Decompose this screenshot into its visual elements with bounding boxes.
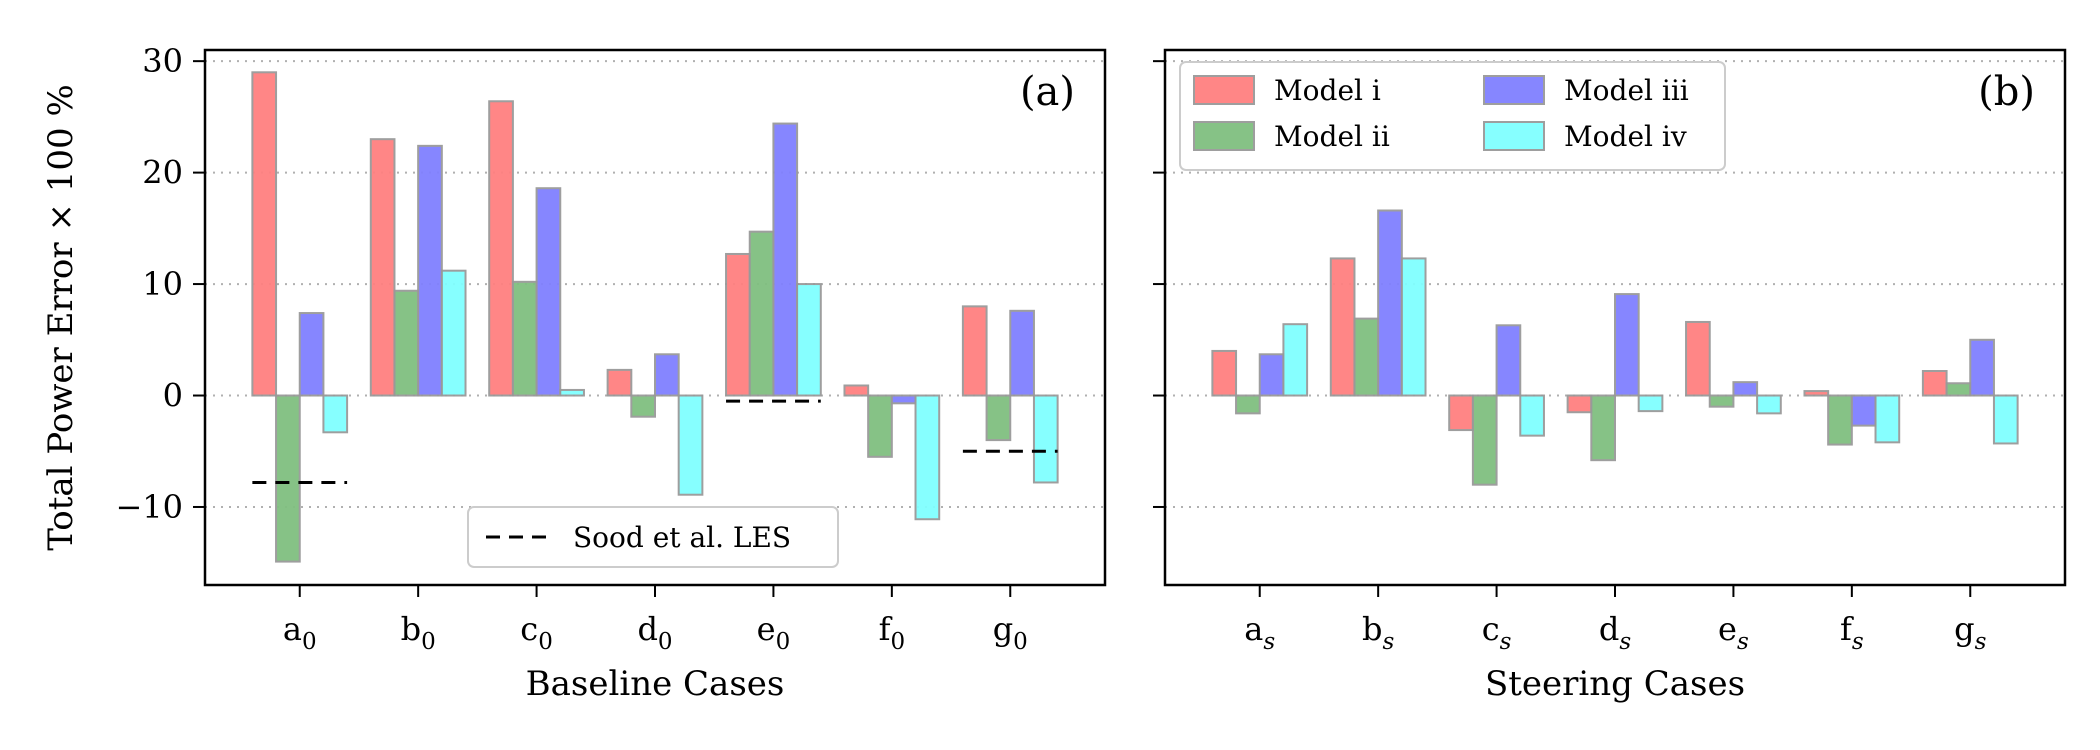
bar-model-iv [1992,394,2019,445]
bar-model-i [961,305,988,397]
x-axis-title: Steering Cases [1485,664,1745,704]
legend-frame [467,506,839,568]
les-legend: Sood et al. LES [467,506,839,568]
x-tick-label: f0 [879,610,905,655]
y-tick-label: 10 [142,265,183,303]
bar-model-iv [559,388,585,397]
legend-label: Model iii [1564,74,1689,107]
bar-model-ii [1471,394,1498,486]
bar-model-i [251,71,278,397]
legend-swatch [1483,121,1545,151]
bar-model-iv [1282,323,1309,397]
bar-model-i [606,368,633,397]
bar-model-iv [1756,394,1782,415]
x-axis-title: Baseline Cases [526,664,785,704]
bar-model-i [1448,394,1474,432]
bar-model-ii [985,394,1012,442]
x-tick-label: a0 [283,610,317,655]
bar-model-i [1329,257,1356,397]
bar-model-iii [535,187,562,397]
bar-model-iii [1495,324,1522,397]
bar-model-iii [890,394,917,405]
bar-model-iv [796,283,822,397]
x-tick-label: as [1244,610,1275,655]
legend-label: Model i [1274,74,1381,107]
bar-model-iii [1258,353,1285,397]
bar-model-iii [772,122,799,397]
legend-label: Sood et al. LES [573,521,791,554]
y-tick-label: 20 [142,154,183,192]
bar-model-iii [298,312,325,397]
bar-model-ii [748,230,775,397]
bar-model-iii [1614,293,1640,397]
bar-model-iv [677,394,704,496]
bar-model-iii [1009,309,1035,397]
bar-model-iv [1519,394,1545,437]
bar-model-ii [511,280,538,397]
x-tick-label: e0 [757,610,791,655]
legend-label: Model ii [1274,120,1390,153]
bar-model-ii [1827,394,1853,446]
legend-swatch [1483,75,1545,105]
x-tick-label: es [1718,610,1749,655]
legend-swatch [1193,121,1255,151]
y-tick-label: 0 [163,377,183,415]
x-tick-label: bs [1362,610,1394,655]
legend-swatch [1193,75,1255,105]
y-axis-title: Total Power Error × 100 % [41,84,81,551]
bar-model-iv [914,394,941,521]
bar-model-iv [440,269,467,397]
panel-letter: (a) [1020,69,1075,115]
bar-model-iv [1032,394,1059,484]
bar-model-ii [867,394,893,458]
bar-model-iv [1637,394,1664,413]
bar-model-iv [322,394,349,434]
x-tick-label: ds [1599,610,1631,655]
bar-model-i [488,100,514,397]
bar-model-ii [1945,382,1972,397]
legend-label: Model iv [1564,120,1687,153]
bar-model-iii [1969,338,1995,397]
bar-model-ii [275,394,301,563]
bar-model-i [843,384,870,397]
x-tick-label: b0 [401,610,436,655]
bar-model-ii [630,394,657,418]
x-tick-label: gs [1954,610,1986,655]
bar-model-i [369,138,396,397]
bar-model-i [1211,349,1238,397]
bar-model-iii [417,144,443,397]
bar-model-ii [1708,394,1735,408]
x-tick-label: fs [1840,610,1864,655]
x-tick-label: g0 [993,610,1028,655]
y-tick-label: −10 [115,488,183,526]
y-tick-label: 30 [142,42,183,80]
bar-model-i [1921,370,1948,397]
bar-model-i [725,252,751,397]
bar-model-iv [1874,394,1901,444]
models-legend: Model i Model ii Model iii Model iv [1179,61,1726,171]
bar-model-ii [393,289,420,397]
bar-model-i [1685,320,1711,397]
bar-model-i [1803,390,1830,397]
bar-model-iv [1400,257,1427,397]
x-tick-label: cs [1482,610,1512,655]
bar-model-i [1566,394,1593,414]
bar-model-ii [1235,394,1261,415]
bar-model-ii [1590,394,1617,462]
x-tick-label: c0 [520,610,553,655]
panel-a-baseline-cases: −10 0 10 20 30 a0 b0 c0 d0 e0 f0 g0 Baseline Cases (a… [115,42,1107,704]
bar-model-iii [1732,381,1759,397]
x-tick-label: d0 [637,610,672,655]
bar-model-iii [1377,209,1403,397]
panel-letter: (b) [1978,69,2035,115]
bar-model-ii [1353,317,1380,397]
bar-model-iii [1850,394,1877,427]
bar-model-iii [654,353,680,397]
legend-frame [1179,61,1726,171]
